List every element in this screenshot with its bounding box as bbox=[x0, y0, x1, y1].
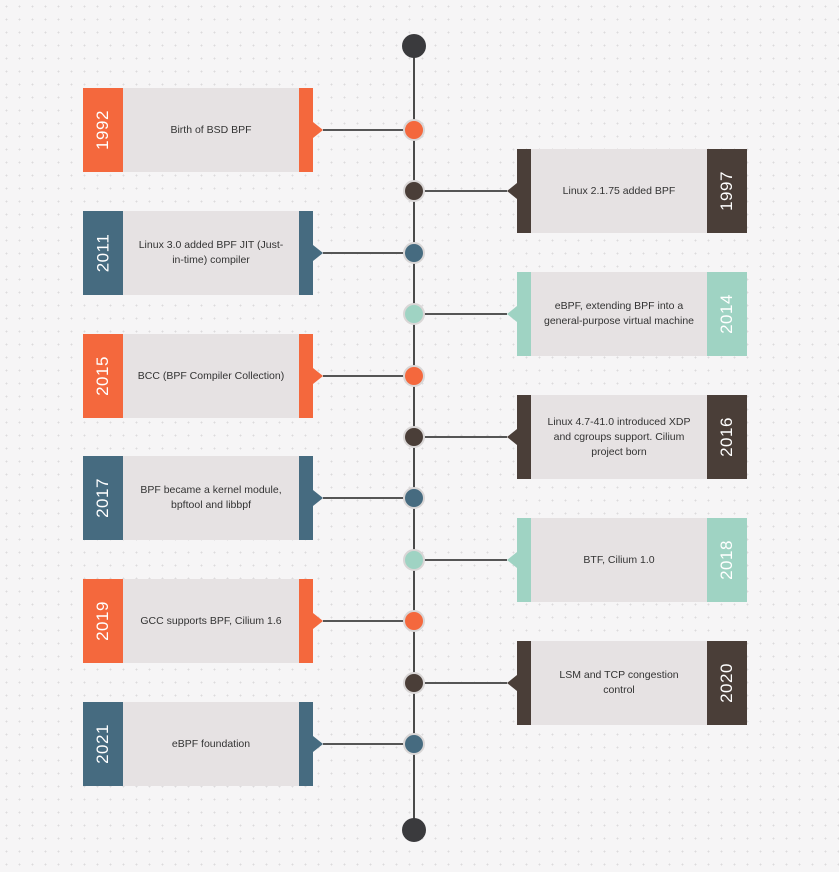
event-accent-bar bbox=[299, 334, 313, 418]
connector-line bbox=[323, 375, 414, 377]
event-accent-bar bbox=[299, 579, 313, 663]
timeline-node bbox=[403, 242, 425, 264]
event-year: 2015 bbox=[83, 334, 123, 418]
event-card-2015: 2015 BCC (BPF Compiler Collection) bbox=[83, 334, 323, 418]
event-description: eBPF foundation bbox=[123, 702, 299, 786]
timeline-node bbox=[403, 119, 425, 141]
event-year-label: 2017 bbox=[92, 478, 112, 518]
event-card-2020: 2020 LSM and TCP congestion control bbox=[507, 641, 747, 725]
event-card-2011: 2011 Linux 3.0 added BPF JIT (Just-in-tim… bbox=[83, 211, 323, 295]
event-year: 2020 bbox=[707, 641, 747, 725]
event-year: 1997 bbox=[707, 149, 747, 233]
event-card-2021: 2021 eBPF foundation bbox=[83, 702, 323, 786]
event-description: BCC (BPF Compiler Collection) bbox=[123, 334, 299, 418]
event-year-label: 2020 bbox=[716, 663, 736, 703]
connector-line bbox=[414, 313, 507, 315]
event-year-label: 1997 bbox=[716, 171, 736, 211]
event-description: Birth of BSD BPF bbox=[123, 88, 299, 172]
event-pointer-arrow bbox=[507, 675, 517, 691]
event-description: LSM and TCP congestion control bbox=[531, 641, 707, 725]
timeline-node bbox=[403, 733, 425, 755]
event-pointer-arrow bbox=[313, 490, 323, 506]
connector-line bbox=[323, 620, 414, 622]
event-year: 2011 bbox=[83, 211, 123, 295]
event-year: 2016 bbox=[707, 395, 747, 479]
event-card-1992: 1992 Birth of BSD BPF bbox=[83, 88, 323, 172]
event-accent-bar bbox=[299, 88, 313, 172]
event-year-label: 2016 bbox=[716, 417, 736, 457]
timeline-node bbox=[403, 303, 425, 325]
event-year: 2021 bbox=[83, 702, 123, 786]
timeline-node bbox=[403, 610, 425, 632]
event-description: Linux 4.7-41.0 introduced XDP and cgroup… bbox=[531, 395, 707, 479]
event-pointer-arrow bbox=[313, 245, 323, 261]
event-description: Linux 3.0 added BPF JIT (Just-in-time) c… bbox=[123, 211, 299, 295]
event-pointer-arrow bbox=[507, 429, 517, 445]
event-pointer-arrow bbox=[507, 306, 517, 322]
event-year: 2017 bbox=[83, 456, 123, 540]
timeline-node bbox=[403, 365, 425, 387]
event-accent-bar bbox=[517, 149, 531, 233]
timeline-node bbox=[403, 180, 425, 202]
timeline-node bbox=[403, 426, 425, 448]
event-pointer-arrow bbox=[313, 368, 323, 384]
connector-line bbox=[323, 497, 414, 499]
connector-line bbox=[323, 743, 414, 745]
event-year-label: 2014 bbox=[716, 294, 736, 334]
event-card-1997: 1997 Linux 2.1.75 added BPF bbox=[507, 149, 747, 233]
event-accent-bar bbox=[299, 456, 313, 540]
event-year: 2019 bbox=[83, 579, 123, 663]
connector-line bbox=[414, 436, 507, 438]
connector-line bbox=[323, 252, 414, 254]
event-pointer-arrow bbox=[313, 613, 323, 629]
timeline-start-dot bbox=[402, 34, 426, 58]
event-year-label: 2021 bbox=[92, 724, 112, 764]
event-accent-bar bbox=[517, 641, 531, 725]
connector-line bbox=[323, 129, 414, 131]
event-accent-bar bbox=[517, 272, 531, 356]
event-card-2014: 2014 eBPF, extending BPF into a general-p… bbox=[507, 272, 747, 356]
connector-line bbox=[414, 190, 507, 192]
event-card-2019: 2019 GCC supports BPF, Cilium 1.6 bbox=[83, 579, 323, 663]
event-pointer-arrow bbox=[507, 183, 517, 199]
event-pointer-arrow bbox=[507, 552, 517, 568]
event-year-label: 2011 bbox=[93, 233, 112, 273]
timeline-end-dot bbox=[402, 818, 426, 842]
event-accent-bar bbox=[517, 518, 531, 602]
event-pointer-arrow bbox=[313, 122, 323, 138]
event-accent-bar bbox=[299, 211, 313, 295]
event-year-label: 2015 bbox=[92, 356, 112, 396]
event-card-2017: 2017 BPF became a kernel module, bpftool … bbox=[83, 456, 323, 540]
event-description: BTF, Cilium 1.0 bbox=[531, 518, 707, 602]
event-card-2016: 2016 Linux 4.7-41.0 introduced XDP and cg… bbox=[507, 395, 747, 479]
event-description: GCC supports BPF, Cilium 1.6 bbox=[123, 579, 299, 663]
timeline-node bbox=[403, 672, 425, 694]
event-year: 2014 bbox=[707, 272, 747, 356]
connector-line bbox=[414, 682, 507, 684]
event-description: eBPF, extending BPF into a general-purpo… bbox=[531, 272, 707, 356]
timeline-node bbox=[403, 487, 425, 509]
event-card-2018: 2018 BTF, Cilium 1.0 bbox=[507, 518, 747, 602]
event-accent-bar bbox=[517, 395, 531, 479]
event-description: BPF became a kernel module, bpftool and … bbox=[123, 456, 299, 540]
event-pointer-arrow bbox=[313, 736, 323, 752]
timeline-node bbox=[403, 549, 425, 571]
event-year-label: 1992 bbox=[92, 110, 112, 150]
event-accent-bar bbox=[299, 702, 313, 786]
event-year: 1992 bbox=[83, 88, 123, 172]
event-year: 2018 bbox=[707, 518, 747, 602]
event-year-label: 2018 bbox=[716, 540, 736, 580]
connector-line bbox=[414, 559, 507, 561]
event-year-label: 2019 bbox=[92, 601, 112, 641]
event-description: Linux 2.1.75 added BPF bbox=[531, 149, 707, 233]
